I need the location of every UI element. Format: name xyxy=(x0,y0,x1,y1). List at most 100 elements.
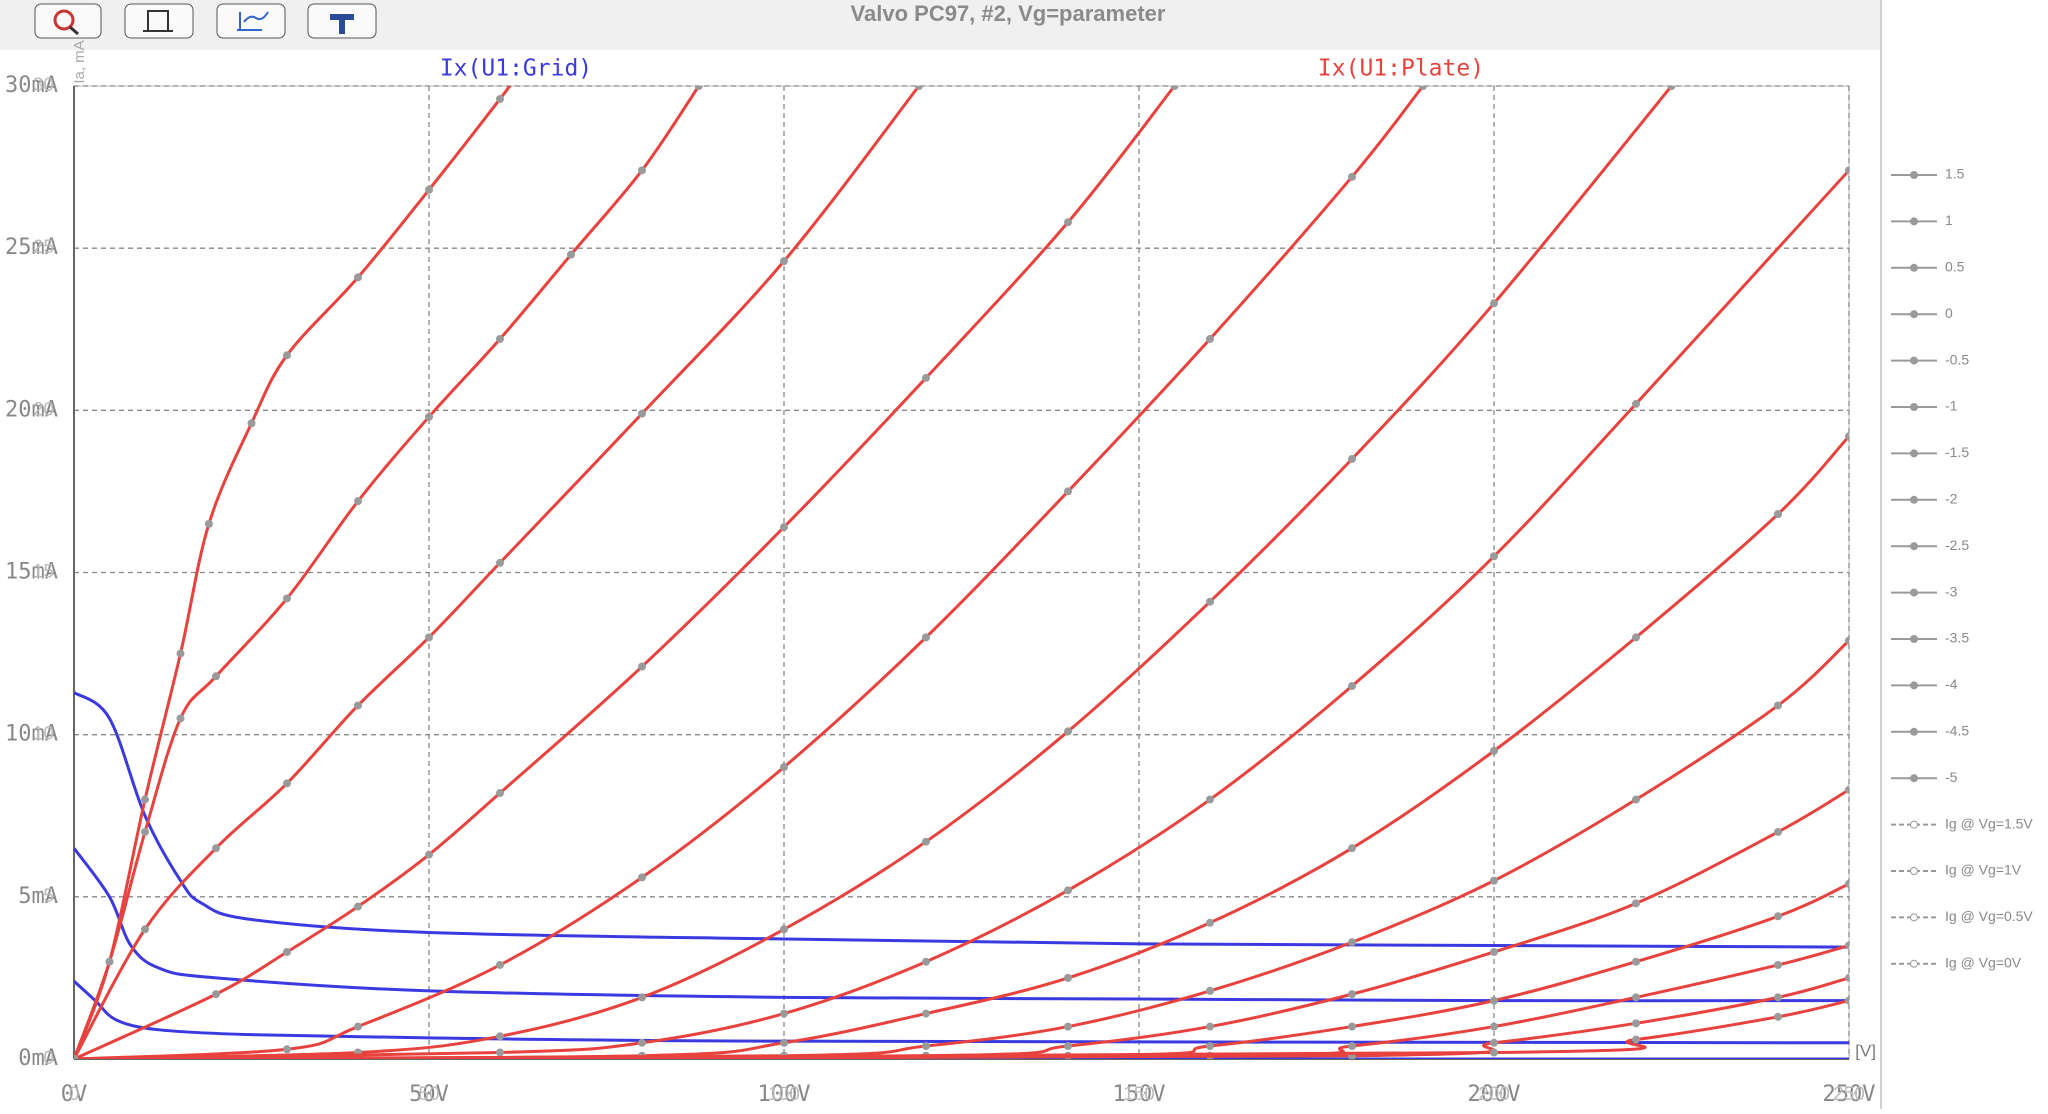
data-point xyxy=(1064,727,1072,736)
data-point xyxy=(1490,552,1498,561)
data-point xyxy=(1490,1022,1498,1031)
data-point xyxy=(1206,986,1214,995)
x-tick-overlay: 0 xyxy=(69,1084,80,1105)
data-point xyxy=(425,412,433,421)
data-point xyxy=(638,993,646,1002)
data-point xyxy=(283,947,291,956)
data-point xyxy=(1774,827,1782,836)
data-point xyxy=(354,701,362,710)
data-point xyxy=(922,373,930,382)
data-point xyxy=(1667,86,1676,90)
data-point xyxy=(74,1055,78,1059)
y-tick-overlay: 10 xyxy=(33,724,54,745)
legend-marker xyxy=(1910,449,1918,458)
plate-current-curve xyxy=(74,86,1425,1059)
data-point xyxy=(1632,957,1640,966)
legend-marker xyxy=(1910,727,1918,736)
toolbar-buttons xyxy=(34,3,377,39)
data-point xyxy=(780,523,788,532)
data-point xyxy=(1774,993,1782,1002)
data-point xyxy=(1632,399,1640,408)
legend-label: -1 xyxy=(1945,398,1958,414)
grid-current-curve xyxy=(74,847,1849,1003)
data-point xyxy=(1206,1022,1214,1031)
data-point xyxy=(780,763,788,772)
data-point xyxy=(1064,1042,1072,1051)
y-tick-label: 25mA xyxy=(5,235,58,260)
data-point xyxy=(496,789,504,798)
data-point xyxy=(780,257,788,266)
data-point xyxy=(1845,432,1849,441)
data-point xyxy=(496,1048,504,1057)
legend: 1.5 1 0.5 0 -0.5 -1 -1.5 -2 -2.5 -3 -3.5 -4 -4.5 -5 Ig… xyxy=(1891,166,2033,971)
data-point xyxy=(496,94,504,103)
grid-current-curve xyxy=(74,691,1849,949)
legend-label: 0.5 xyxy=(1945,259,1965,275)
data-point xyxy=(1206,334,1214,343)
legend-label: Ig @ Vg=1.5V xyxy=(1945,815,2033,831)
legend-label: -5 xyxy=(1945,769,1958,785)
data-point xyxy=(1774,912,1782,921)
data-point xyxy=(1206,918,1214,927)
legend-marker xyxy=(1910,542,1918,551)
data-point xyxy=(425,850,433,859)
plate-current-curve xyxy=(74,86,1673,1059)
data-point xyxy=(638,409,646,418)
legend-marker xyxy=(1910,820,1918,829)
legend-label: -3 xyxy=(1945,583,1958,599)
data-point xyxy=(1490,1038,1498,1047)
legend-marker xyxy=(1910,263,1918,272)
x-tick-overlay: 100 xyxy=(768,1084,800,1105)
data-point xyxy=(1206,795,1214,804)
data-point xyxy=(1845,636,1849,645)
legend-marker xyxy=(1910,635,1918,643)
zoom-button[interactable] xyxy=(34,3,102,39)
plot-area xyxy=(73,85,1850,1060)
tools-button[interactable] xyxy=(307,3,377,39)
legend-marker xyxy=(1910,867,1918,875)
chart-title: Valvo PC97, #2, Vg=parameter xyxy=(851,1,1166,26)
data-point xyxy=(1490,299,1498,308)
data-point xyxy=(283,351,291,360)
legend-marker xyxy=(1910,310,1918,319)
data-point xyxy=(1774,960,1782,969)
legend-marker xyxy=(1910,681,1918,690)
legend-label: -1.5 xyxy=(1945,444,1969,460)
data-point xyxy=(212,672,220,681)
legend-label: Ig @ Vg=0.5V xyxy=(1945,908,2033,924)
data-point xyxy=(354,497,362,506)
data-point xyxy=(141,827,149,836)
y-tick-label: 15mA xyxy=(5,560,58,585)
data-point xyxy=(496,960,504,969)
data-point xyxy=(1348,844,1356,853)
legend-label: 1 xyxy=(1945,212,1953,228)
legend-marker xyxy=(1910,774,1918,783)
data-point xyxy=(1774,1012,1782,1021)
data-point xyxy=(496,1032,504,1041)
legend-marker xyxy=(1910,913,1918,922)
legend-label: -0.5 xyxy=(1945,351,1969,367)
data-point xyxy=(141,925,149,934)
y-tick-label: 5mA xyxy=(18,884,58,909)
y-tick-overlay: 25 xyxy=(33,237,54,258)
data-point xyxy=(1632,1035,1640,1044)
data-point xyxy=(496,334,504,343)
plate-trace-label: Ix(U1:Plate) xyxy=(1318,56,1484,82)
trace-button[interactable] xyxy=(216,3,286,39)
data-point xyxy=(1490,996,1498,1005)
legend-label: 1.5 xyxy=(1945,166,1965,182)
y-tick-overlay: 15 xyxy=(33,562,54,583)
data-point xyxy=(354,273,362,282)
legend-label: Ig @ Vg=1V xyxy=(1945,862,2022,878)
y-tick-label: 20mA xyxy=(5,397,58,422)
data-point xyxy=(1490,1048,1498,1057)
fit-button[interactable] xyxy=(124,3,194,39)
data-point xyxy=(922,633,930,642)
data-point xyxy=(1490,746,1498,755)
data-point xyxy=(1348,1042,1356,1051)
grid-trace-label: Ix(U1:Grid) xyxy=(440,56,592,82)
legend-label: 0 xyxy=(1945,305,1953,321)
data-point xyxy=(141,795,149,804)
x-tick-overlay: 250 xyxy=(1833,1084,1865,1105)
data-point xyxy=(1064,1022,1072,1031)
